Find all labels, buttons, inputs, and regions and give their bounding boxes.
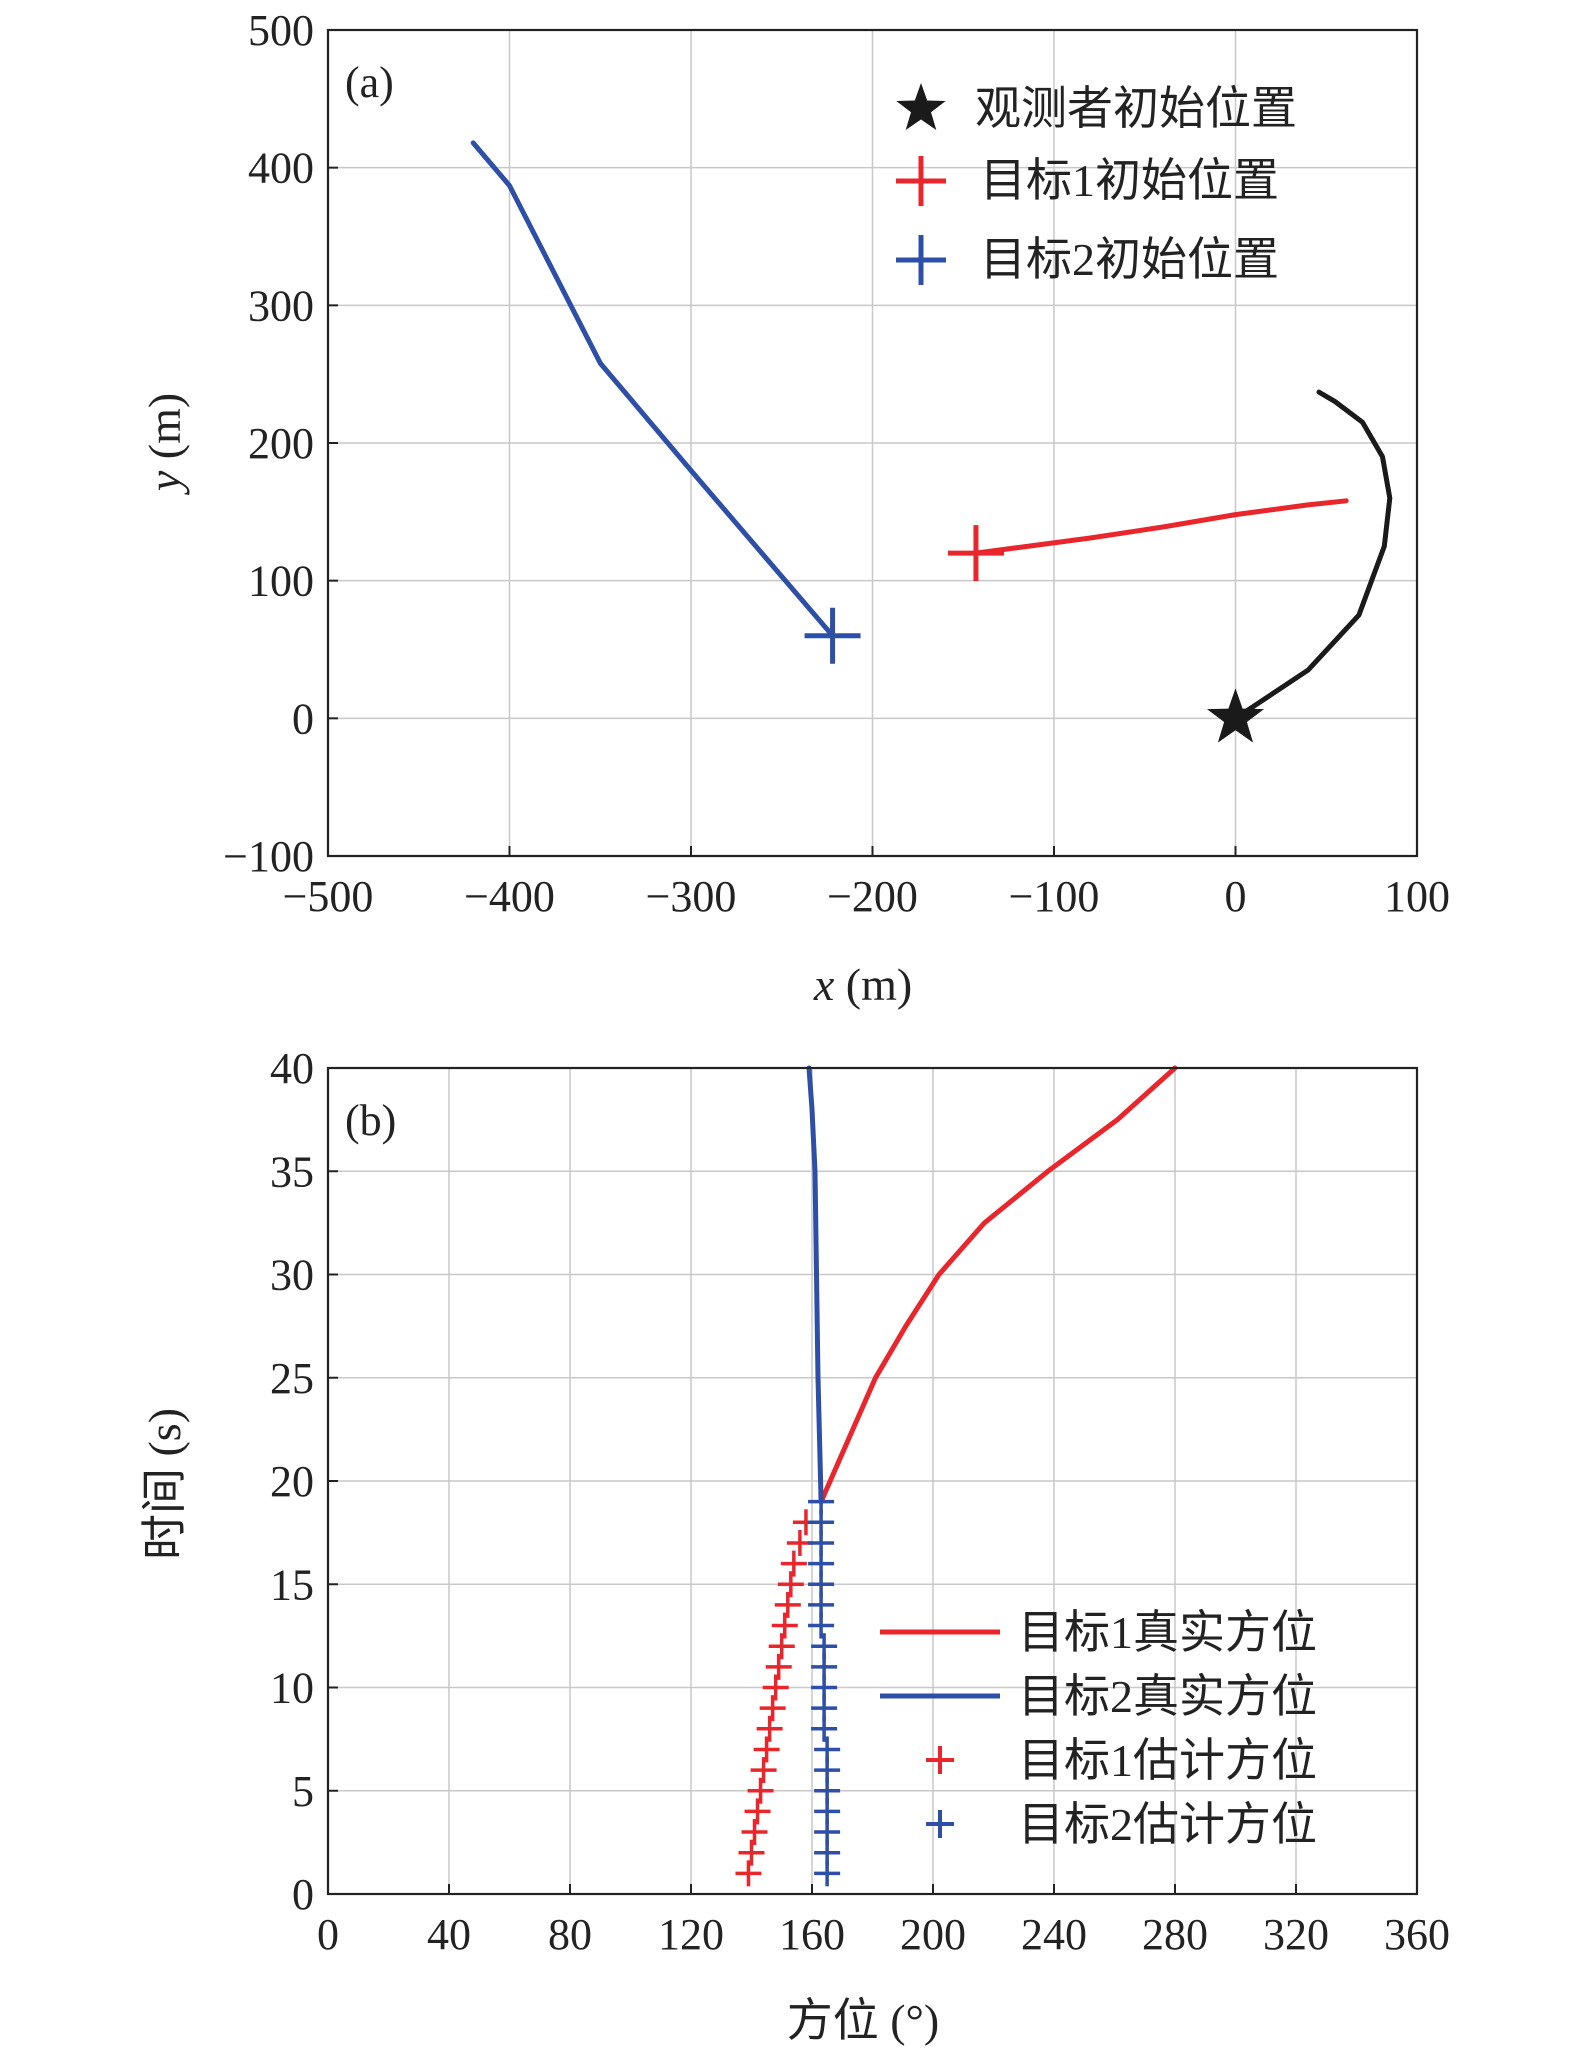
x-tick-label: 40 [427, 1910, 471, 1959]
y-tick-label: 15 [270, 1560, 314, 1609]
series-2-line [806, 1065, 824, 1505]
panel-a-y-ticks: −100 0 100 200 300 400 500 [223, 6, 338, 881]
panel-a: −500 −400 −300 −200 −100 0 100 −100 0 100 200 300 4… [139, 6, 1450, 1010]
series-3-point [735, 1860, 762, 1887]
x-tick-label: −400 [464, 872, 555, 921]
series-4-point [811, 1633, 838, 1660]
legend-marker-target1 [896, 156, 946, 206]
series-3-point [750, 1757, 777, 1784]
legend-label-target2-true: 目标2真实方位 [1018, 1671, 1317, 1722]
panel-b-tag: (b) [345, 1096, 396, 1145]
y-tick-label: 5 [292, 1767, 314, 1816]
series-3-point [768, 1633, 795, 1660]
series-1-start-star [1207, 688, 1264, 743]
series-3-point [780, 1550, 807, 1577]
series-3-point [741, 1819, 768, 1846]
panel-b: 0 40 80 120 160 200 240 280 320 360 0 5 10 15 20 25 30 3… [139, 1044, 1450, 2046]
series-3-point [756, 1715, 783, 1742]
series-3-point [753, 1736, 780, 1763]
series-4-point [808, 1488, 835, 1515]
y-tick-label: 30 [270, 1251, 314, 1300]
x-tick-label: 0 [317, 1910, 339, 1959]
series-3-point [738, 1839, 765, 1866]
x-tick-label: 280 [1142, 1910, 1208, 1959]
series-3-point [765, 1653, 792, 1680]
x-tick-label: −500 [283, 872, 374, 921]
series-4-point [814, 1736, 841, 1763]
series-1-line [1233, 389, 1393, 721]
legend-label-target1-true: 目标1真实方位 [1018, 1607, 1317, 1658]
panel-b-x-ticks: 0 40 80 120 160 200 240 280 320 360 [317, 1884, 1450, 1959]
panel-a-x-axis-label: x (m) [813, 959, 912, 1010]
series-3-point [774, 1591, 801, 1618]
panel-b-y-ticks: 0 5 10 15 20 25 30 35 40 [270, 1044, 338, 1919]
y-tick-label: 10 [270, 1664, 314, 1713]
legend-label-target1-est: 目标1估计方位 [1018, 1735, 1317, 1786]
legend-marker-target1-est [926, 1746, 954, 1774]
legend-label-target2-est: 目标2估计方位 [1018, 1799, 1317, 1850]
series-3-point [771, 1612, 798, 1639]
x-tick-label: 200 [900, 1910, 966, 1959]
y-tick-label: 25 [270, 1354, 314, 1403]
series-3-point [744, 1798, 771, 1825]
panel-a-series [470, 140, 1393, 743]
x-tick-label: 160 [779, 1910, 845, 1959]
x-tick-label: 80 [548, 1910, 592, 1959]
series-3-point [762, 1674, 789, 1701]
x-tick-label: 240 [1021, 1910, 1087, 1959]
series-3-start-plus [804, 607, 861, 664]
panel-a-tag: (a) [345, 58, 394, 107]
series-3-line [470, 140, 836, 639]
legend-marker-target2-est [926, 1810, 954, 1838]
y-tick-label: 400 [248, 144, 314, 193]
series-3-point [777, 1571, 804, 1598]
series-2-line [973, 498, 1349, 556]
y-tick-label: 20 [270, 1457, 314, 1506]
y-tick-label: 200 [248, 419, 314, 468]
x-tick-label: 320 [1263, 1910, 1329, 1959]
y-tick-label: 35 [270, 1147, 314, 1196]
y-tick-label: 40 [270, 1044, 314, 1093]
legend-label-observer: 观测者初始位置 [975, 83, 1297, 134]
y-tick-label: −100 [223, 832, 314, 881]
x-tick-label: 0 [1225, 872, 1247, 921]
panel-b-series [735, 1065, 1178, 1887]
x-tick-label: 360 [1384, 1910, 1450, 1959]
panel-b-grid [327, 1067, 1418, 1895]
series-2-start-plus [947, 525, 1004, 582]
panel-a-x-ticks: −500 −400 −300 −200 −100 0 100 [283, 846, 1450, 921]
panel-b-x-axis-label: 方位 (°) [787, 1995, 940, 2046]
legend-label-target2: 目标2初始位置 [980, 234, 1279, 285]
series-3-point [759, 1695, 786, 1722]
panel-b-y-axis-label: 时间 (s) [139, 1408, 190, 1560]
x-tick-label: 100 [1384, 872, 1450, 921]
x-tick-label: −300 [646, 872, 737, 921]
x-tick-label: −100 [1009, 872, 1100, 921]
series-1-line [818, 1065, 1178, 1505]
panel-b-legend: 目标1真实方位 目标2真实方位 目标1估计方位 目标2估计方位 [880, 1607, 1317, 1850]
x-tick-label: −200 [827, 872, 918, 921]
y-tick-label: 500 [248, 6, 314, 55]
panel-a-grid [327, 29, 1418, 857]
panel-a-legend: 观测者初始位置 目标1初始位置 目标2初始位置 [896, 83, 1297, 285]
panel-a-y-axis-label: y (m) [139, 393, 190, 495]
y-tick-label: 100 [248, 557, 314, 606]
y-tick-label: 0 [292, 1870, 314, 1919]
y-tick-label: 300 [248, 281, 314, 330]
series-3-point [747, 1777, 774, 1804]
legend-label-target1: 目标1初始位置 [980, 155, 1279, 206]
y-tick-label: 0 [292, 694, 314, 743]
legend-marker-star [896, 83, 946, 130]
legend-marker-target2 [896, 235, 946, 285]
x-tick-label: 120 [658, 1910, 724, 1959]
